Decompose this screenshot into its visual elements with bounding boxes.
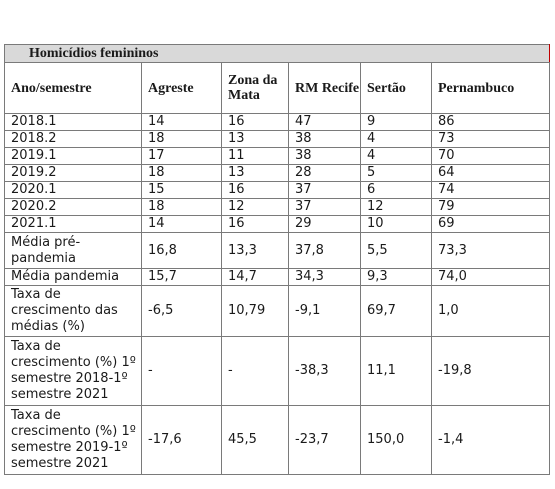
col-header-sertao: Sertão [360, 62, 432, 114]
header-row: Ano/semestre Agreste Zona da Mata RM Rec… [4, 62, 551, 114]
row-label-cell: 2020.2 [4, 198, 142, 216]
row-label-cell: Taxa de crescimento das médias (%) [4, 285, 142, 337]
table-title: Homicídios femininos [3, 44, 551, 63]
table-cell: 13 [221, 130, 289, 148]
col-header-pernambuco: Pernambuco [430, 62, 551, 114]
table-cell: -9,1 [288, 285, 361, 337]
table-cell: 45,5 [221, 405, 289, 475]
table-cell: 47 [288, 113, 361, 131]
row-label-cell: 2021.1 [4, 215, 142, 233]
table-cell: 15 [141, 181, 222, 199]
table-cell: - [141, 336, 222, 406]
table-title-row: Homicídios femininos [3, 44, 551, 63]
table-cell: 73 [430, 130, 551, 148]
table-row: Média pré-pandemia 16,8 13,3 37,8 5,5 73,3 [4, 232, 551, 269]
table-cell: -23,7 [288, 405, 361, 475]
table-cell: 13 [221, 164, 289, 182]
table-cell: 16 [221, 181, 289, 199]
table-cell: 1,0 [430, 285, 551, 337]
table-cell: 64 [430, 164, 551, 182]
row-label-cell: 2019.1 [4, 147, 142, 165]
table-cell: 18 [141, 130, 222, 148]
table-cell: 10 [360, 215, 432, 233]
table-cell: 16 [221, 215, 289, 233]
col-header-period: Ano/semestre [4, 62, 142, 114]
table-cell: 37 [288, 181, 361, 199]
table-cell: -17,6 [141, 405, 222, 475]
table-cell: 15,7 [141, 268, 222, 286]
table-row: 2020.1 15 16 37 6 74 [4, 181, 551, 199]
table-cell: 16,8 [141, 232, 222, 269]
table-cell: 6 [360, 181, 432, 199]
row-label-cell: Taxa de crescimento (%) 1º semestre 2018… [4, 336, 142, 406]
table-cell: 10,79 [221, 285, 289, 337]
table-cell: 28 [288, 164, 361, 182]
table-cell: 37,8 [288, 232, 361, 269]
table-cell: 29 [288, 215, 361, 233]
table-cell: 11,1 [360, 336, 432, 406]
table-cell: 5,5 [360, 232, 432, 269]
table-row: Média pandemia 15,7 14,7 34,3 9,3 74,0 [4, 268, 551, 286]
table-row: 2020.2 18 12 37 12 79 [4, 198, 551, 216]
table-cell: -6,5 [141, 285, 222, 337]
table-cell: 9 [360, 113, 432, 131]
row-label-cell: 2018.1 [4, 113, 142, 131]
table-cell: 11 [221, 147, 289, 165]
table-cell: 69,7 [360, 285, 432, 337]
row-label-cell: 2020.1 [4, 181, 142, 199]
table-cell: 150,0 [360, 405, 432, 475]
table-cell: 14 [141, 215, 222, 233]
table-cell: 14,7 [221, 268, 289, 286]
table-cell: 14 [141, 113, 222, 131]
table-cell: 12 [360, 198, 432, 216]
homicide-table: Homicídios femininos Ano/semestre Agrest… [3, 44, 551, 475]
table-row: Taxa de crescimento (%) 1º semestre 2019… [4, 405, 551, 475]
table-cell: 74 [430, 181, 551, 199]
row-label-cell: 2019.2 [4, 164, 142, 182]
table-row: Taxa de crescimento das médias (%) -6,5 10… [4, 285, 551, 337]
table-cell: 13,3 [221, 232, 289, 269]
table-cell: 18 [141, 164, 222, 182]
table-cell: -1,4 [430, 405, 551, 475]
table-cell: 86 [430, 113, 551, 131]
col-header-agreste: Agreste [141, 62, 222, 114]
table-cell: 38 [288, 130, 361, 148]
table-cell: 73,3 [430, 232, 551, 269]
table-cell: 9,3 [360, 268, 432, 286]
row-label-cell: Média pré-pandemia [4, 232, 142, 269]
table-row: 2019.2 18 13 28 5 64 [4, 164, 551, 182]
col-header-rm-recife: RM Recife [288, 62, 361, 114]
table-row: 2019.1 17 11 38 4 70 [4, 147, 551, 165]
row-label-cell: Taxa de crescimento (%) 1º semestre 2019… [4, 405, 142, 475]
table-cell: 12 [221, 198, 289, 216]
table-cell: 17 [141, 147, 222, 165]
table-row: 2018.2 18 13 38 4 73 [4, 130, 551, 148]
table-cell: 5 [360, 164, 432, 182]
row-label-cell: 2018.2 [4, 130, 142, 148]
table-cell: 38 [288, 147, 361, 165]
table-cell: 37 [288, 198, 361, 216]
table-row: Taxa de crescimento (%) 1º semestre 2018… [4, 336, 551, 406]
table-row: 2018.1 14 16 47 9 86 [4, 113, 551, 131]
table-cell: 4 [360, 130, 432, 148]
table-cell: -38,3 [288, 336, 361, 406]
row-label-cell: Média pandemia [4, 268, 142, 286]
table-cell: 34,3 [288, 268, 361, 286]
table-cell: -19,8 [430, 336, 551, 406]
table-cell: 18 [141, 198, 222, 216]
table-row: 2021.1 14 16 29 10 69 [4, 215, 551, 233]
table-cell: 79 [430, 198, 551, 216]
table-cell: 74,0 [430, 268, 551, 286]
table-cell: 69 [430, 215, 551, 233]
table-cell: 4 [360, 147, 432, 165]
table-cell: 70 [430, 147, 551, 165]
col-header-zona-da-mata: Zona da Mata [221, 62, 289, 114]
table-cell: 16 [221, 113, 289, 131]
table-cell: - [221, 336, 289, 406]
